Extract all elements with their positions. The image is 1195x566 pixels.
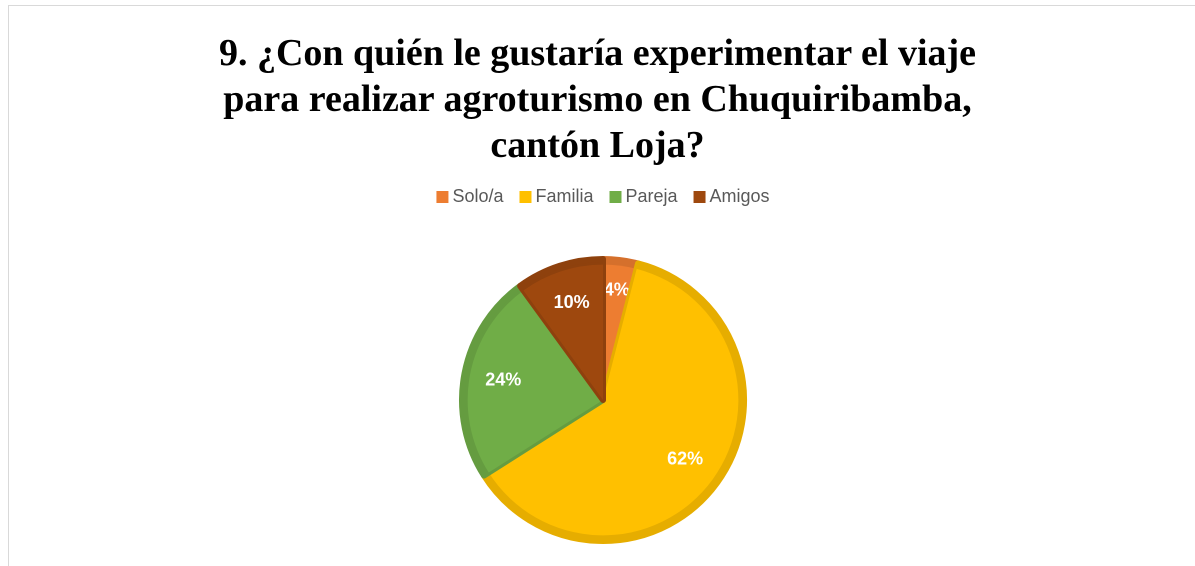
pie-slice-face [488, 268, 739, 536]
pie-slice-face [523, 264, 603, 400]
legend-swatch [436, 191, 449, 203]
legend-swatch [609, 191, 622, 203]
chart-title: 9. ¿Con quién le gustaría experimentar e… [218, 32, 977, 166]
data-label: 24% [485, 370, 521, 390]
legend-swatch [693, 191, 706, 203]
pie-slice-face [467, 290, 603, 473]
chart-frame [8, 5, 1195, 566]
data-label: 4% [604, 280, 630, 300]
data-label: 10% [554, 292, 590, 312]
legend-swatch [519, 191, 532, 203]
legend-label: Familia [535, 186, 594, 206]
legend-label: Solo/a [452, 186, 504, 206]
legend-label: Amigos [710, 186, 770, 206]
data-label: 62% [667, 448, 703, 468]
legend-label: Pareja [626, 186, 679, 206]
legend: Solo/a Familia Pareja Amigos [436, 186, 770, 206]
